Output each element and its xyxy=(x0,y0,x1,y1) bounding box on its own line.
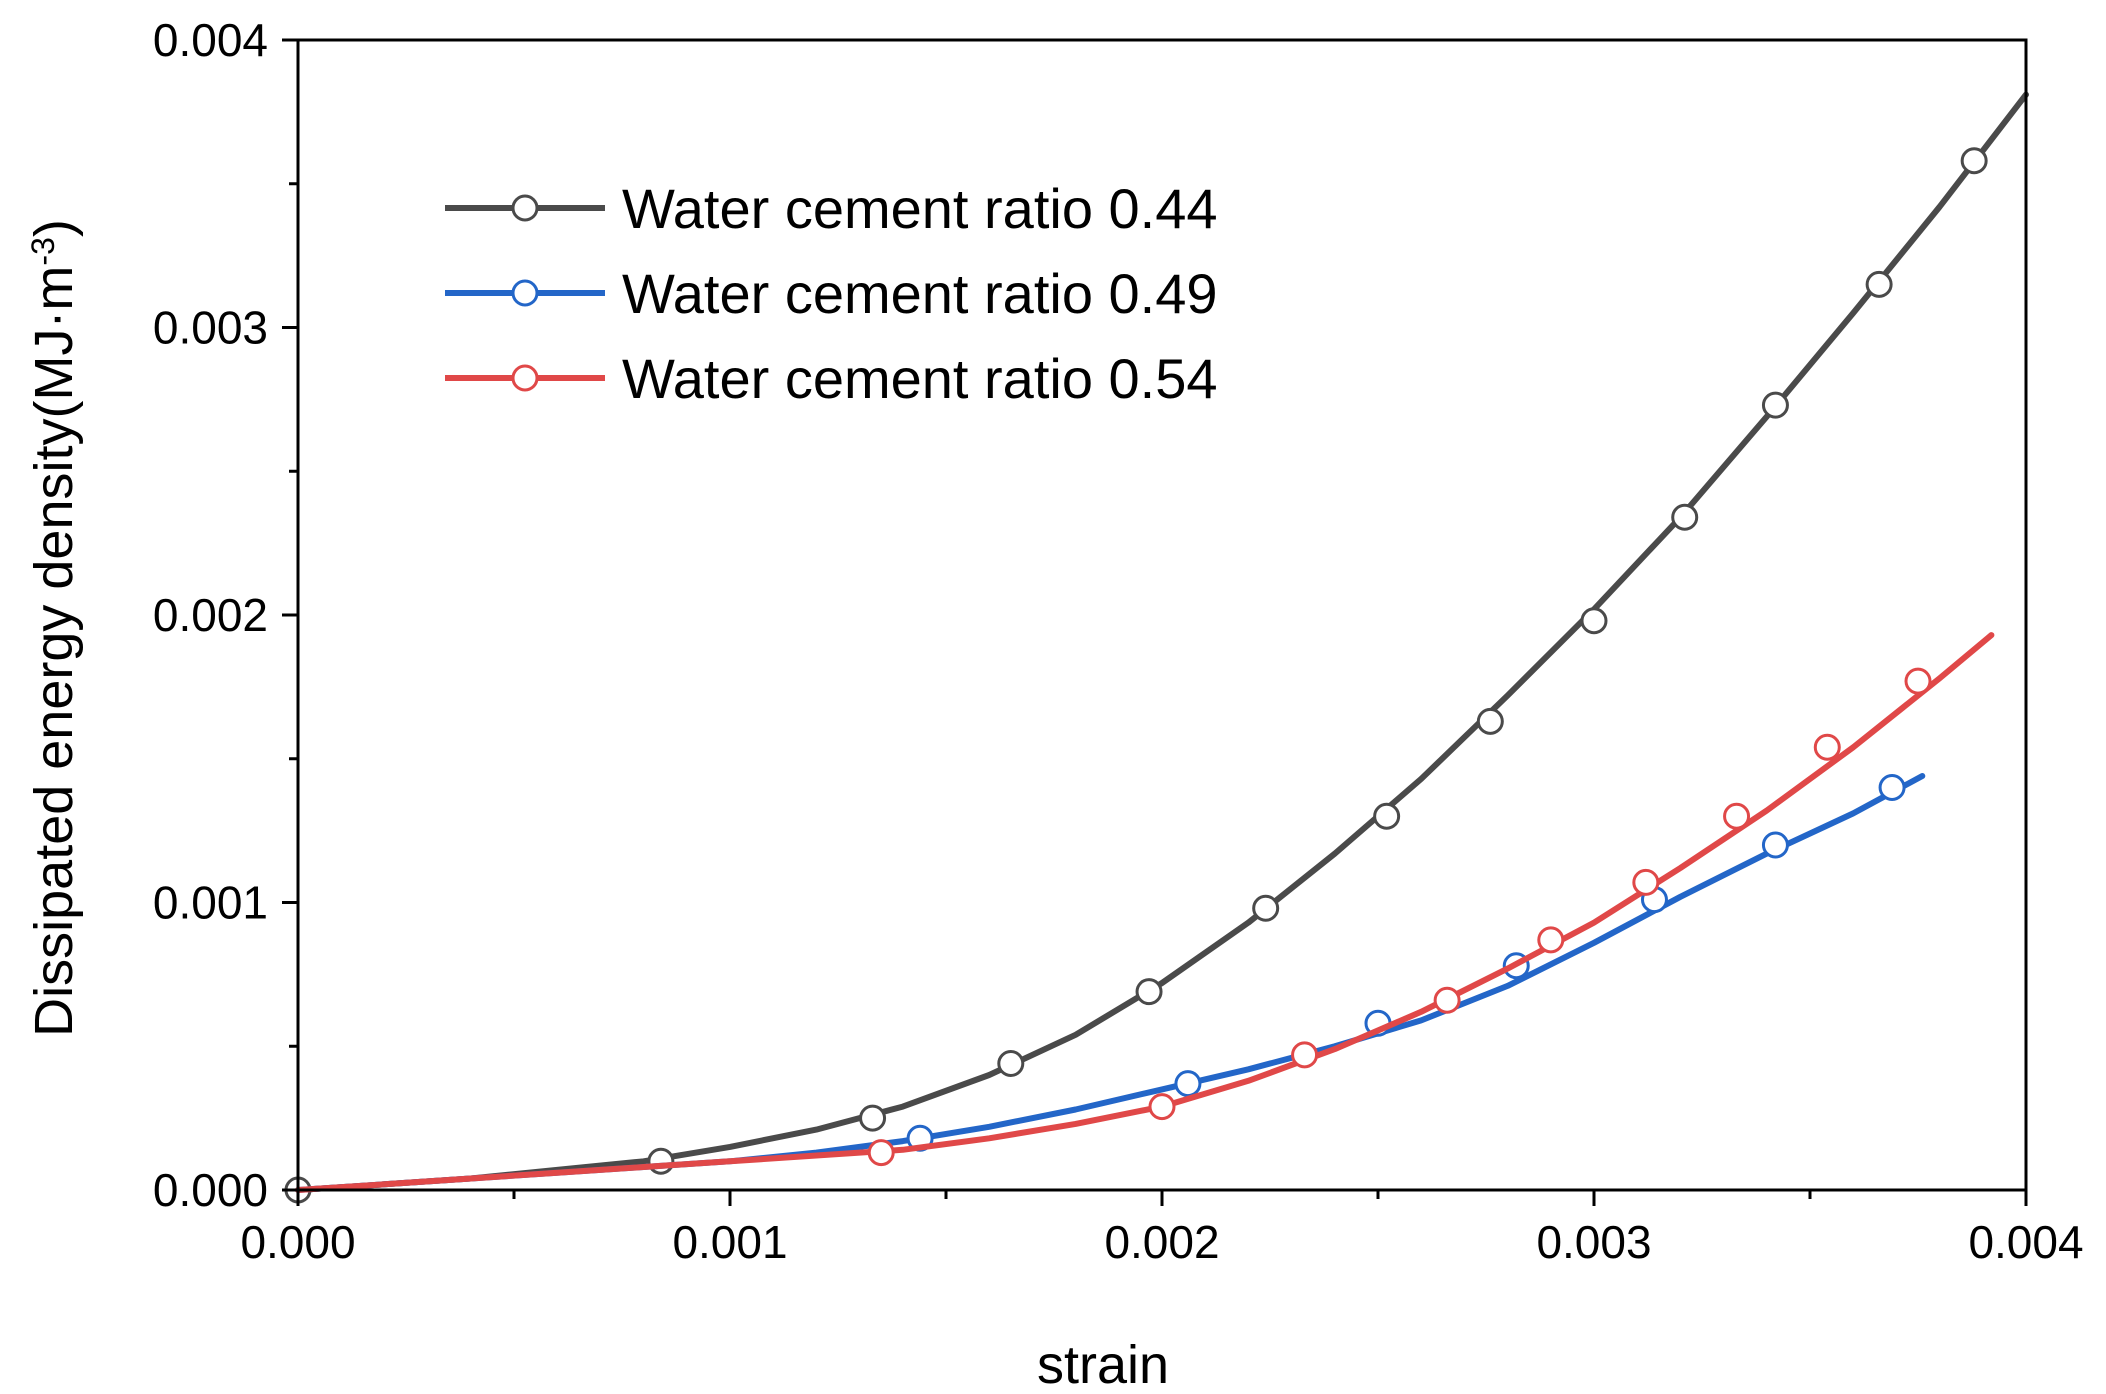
legend-marker-1 xyxy=(511,194,539,222)
y-axis-label-main: Dissipated energy density(MJ·m xyxy=(24,266,84,1037)
legend: Water cement ratio 0.44 Water cement rati… xyxy=(445,177,1218,410)
series-layer xyxy=(284,91,2029,1204)
series-3-marker xyxy=(1904,667,1932,695)
y-tick-label: 0.003 xyxy=(153,302,268,354)
series-1-marker xyxy=(1373,802,1401,830)
series-3-marker xyxy=(1813,733,1841,761)
series-2-marker xyxy=(1761,831,1789,859)
y-axis-label-superscript: -3 xyxy=(25,237,61,265)
legend-label-1: Water cement ratio 0.44 xyxy=(622,177,1218,240)
x-tick-label: 0.002 xyxy=(1104,1216,1219,1268)
series-line-3 xyxy=(295,632,1995,1193)
y-tick-label: 0.004 xyxy=(153,14,268,66)
y-tick-label: 0.002 xyxy=(153,589,268,641)
series-3-marker xyxy=(1291,1041,1319,1069)
series-1-marker xyxy=(1476,707,1504,735)
series-3-marker xyxy=(1433,986,1461,1014)
series-1-marker xyxy=(859,1104,887,1132)
legend-label-3: Water cement ratio 0.54 xyxy=(622,347,1218,410)
series-3-marker xyxy=(1723,802,1751,830)
series-1-marker xyxy=(1960,147,1988,175)
series-line-1 xyxy=(295,91,2029,1193)
y-tick-label: 0.000 xyxy=(153,1164,268,1216)
x-tick-label: 0.003 xyxy=(1536,1216,1651,1268)
series-3-marker xyxy=(1148,1093,1176,1121)
x-tick-label: 0.000 xyxy=(240,1216,355,1268)
series-2-marker xyxy=(1878,774,1906,801)
legend-marker-3 xyxy=(511,364,539,392)
series-2-marker xyxy=(1174,1070,1202,1098)
x-tick-label: 0.001 xyxy=(672,1216,787,1268)
series-3-marker xyxy=(1537,926,1565,954)
series-1-marker xyxy=(1135,978,1163,1006)
y-axis-label: Dissipated energy density(MJ·m-3) xyxy=(24,219,84,1037)
legend-marker-2 xyxy=(511,279,539,307)
series-1-marker xyxy=(1252,894,1280,922)
x-tick-label: 0.004 xyxy=(1968,1216,2083,1268)
series-1-marker xyxy=(997,1050,1025,1077)
series-line-2 xyxy=(295,773,1926,1193)
series-1-marker xyxy=(647,1147,675,1175)
series-1-marker xyxy=(1761,391,1789,419)
series-1-marker xyxy=(1580,607,1608,635)
series-1-marker xyxy=(1865,270,1893,298)
series-3-marker xyxy=(867,1139,895,1167)
x-axis-label: strain xyxy=(1037,1335,1169,1389)
series-3-marker xyxy=(1632,868,1660,896)
legend-label-2: Water cement ratio 0.49 xyxy=(622,262,1218,325)
axes-layer: 0.000 0.001 0.002 0.003 0.004 0.000 0.001 0.002… xyxy=(153,14,2084,1268)
series-1-marker xyxy=(1671,503,1699,531)
y-tick-label: 0.001 xyxy=(153,877,268,929)
y-axis-label-tail: ) xyxy=(24,219,84,237)
